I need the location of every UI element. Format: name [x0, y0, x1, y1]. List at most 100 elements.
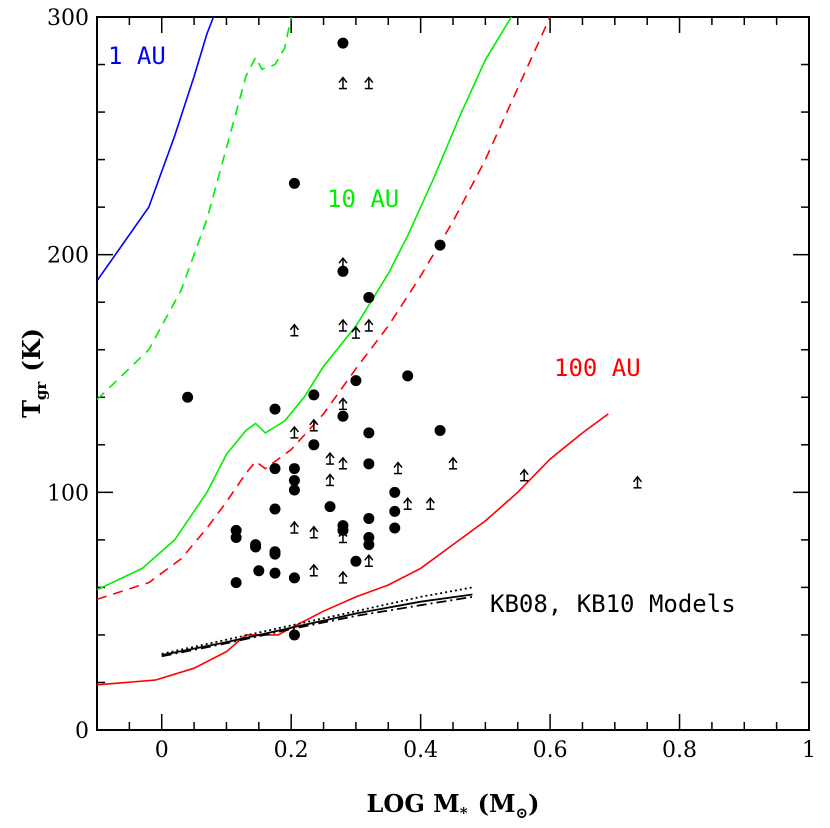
model-curves [97, 17, 609, 686]
data-point [350, 555, 362, 567]
x-tick-label: 0.4 [403, 738, 438, 763]
y-tick-label: 100 [47, 481, 89, 506]
lower-limit-point [338, 456, 348, 470]
limit-arrowhead [393, 461, 403, 469]
lower-limit-point [289, 520, 300, 534]
data-point [288, 629, 300, 641]
limit-arrowhead [632, 475, 643, 483]
data-point [230, 577, 242, 589]
lower-limit-point [309, 563, 319, 577]
data-point [182, 391, 194, 403]
label-1au: 1 AU [108, 42, 166, 70]
series-line [161, 593, 473, 656]
lower-limit-point [364, 318, 374, 332]
lower-limit-point [325, 473, 335, 487]
y-tick-label: 300 [47, 6, 89, 31]
limit-arrowhead [519, 468, 529, 476]
data-point [288, 177, 300, 189]
lower-limit-point [338, 530, 348, 544]
data-point [363, 539, 375, 551]
data-point [363, 427, 375, 439]
data-point [337, 37, 349, 49]
limit-arrowhead [289, 425, 300, 433]
data-point [350, 375, 362, 387]
lower-limit-point [351, 325, 361, 339]
lower-limit-point [338, 318, 348, 332]
data-point [269, 503, 281, 515]
lower-limit-point [338, 570, 348, 584]
lower-limit-point [338, 397, 348, 411]
data-point [434, 425, 446, 437]
series-line [97, 17, 512, 591]
data-point [337, 410, 349, 422]
data-point [324, 501, 336, 513]
data-point [402, 370, 414, 382]
lower-limit-point [448, 456, 458, 470]
lower-limit-point [309, 418, 319, 432]
data-point [250, 541, 262, 553]
series-line [161, 596, 473, 658]
limit-arrowhead [364, 318, 374, 326]
tick-labels: 0 0.2 0.4 0.6 0.8 1 0 100 200 300 [47, 6, 816, 763]
series-line [97, 413, 609, 686]
lower-limit-point [393, 461, 403, 475]
label-10au: 10 AU [327, 185, 399, 213]
limit-arrowhead [338, 76, 348, 84]
y-axis-title: Tgr(K) [17, 328, 50, 418]
limit-arrowhead [338, 570, 348, 578]
data-point [269, 567, 281, 579]
lower-limit-point [325, 451, 335, 465]
lower-limit-point [338, 256, 348, 270]
limit-arrowhead [309, 525, 319, 533]
data-point [288, 572, 300, 584]
limit-arrowhead [403, 497, 413, 504]
lower-limit-point [632, 475, 643, 489]
label-kb-models: KB08, KB10 Models [490, 590, 736, 618]
lower-limit-point [519, 468, 529, 482]
data-point [269, 403, 281, 415]
lower-limit-point [309, 525, 319, 539]
limit-arrowhead [338, 456, 348, 464]
limit-arrowhead [309, 563, 319, 571]
series-line [97, 17, 551, 601]
lower-limit-point [338, 76, 348, 90]
data-point [389, 486, 401, 498]
series-line [97, 17, 215, 282]
limit-arrowhead [325, 451, 335, 459]
data-point [308, 439, 320, 451]
limit-arrowhead [289, 520, 300, 528]
data-point [269, 548, 281, 560]
data-point [363, 458, 375, 470]
limit-arrowhead [364, 76, 374, 84]
limit-arrowhead [289, 323, 300, 331]
data-point [363, 512, 375, 524]
x-tick-label: 1 [802, 738, 816, 763]
lower-limit-point [403, 497, 413, 510]
limit-arrowhead [309, 418, 319, 426]
limit-arrowhead [448, 456, 458, 464]
label-100au: 100 AU [554, 354, 641, 382]
limit-arrowhead [338, 318, 348, 326]
data-point [253, 565, 265, 577]
lower-limit-point [289, 425, 300, 439]
lower-limit-point [364, 76, 374, 90]
x-tick-label: 0.8 [662, 738, 697, 763]
data-point [363, 291, 375, 303]
lower-limit-point [425, 497, 435, 510]
data-point [288, 474, 300, 486]
limit-arrowhead [425, 497, 435, 504]
limit-arrowhead [325, 473, 335, 480]
lower-limit-point [289, 323, 300, 337]
limit-arrowhead [351, 325, 361, 333]
limit-arrowhead [338, 397, 348, 404]
data-point [434, 239, 446, 251]
data-point [389, 505, 401, 517]
x-axis-title: LOG M* (M⊙) [367, 789, 540, 822]
x-tick-label: 0.6 [533, 738, 568, 763]
x-tick-label: 0 [155, 738, 169, 763]
data-point [389, 522, 401, 534]
x-tick-label: 0.2 [274, 738, 309, 763]
data-points [182, 37, 643, 641]
limit-arrowhead [364, 554, 374, 561]
